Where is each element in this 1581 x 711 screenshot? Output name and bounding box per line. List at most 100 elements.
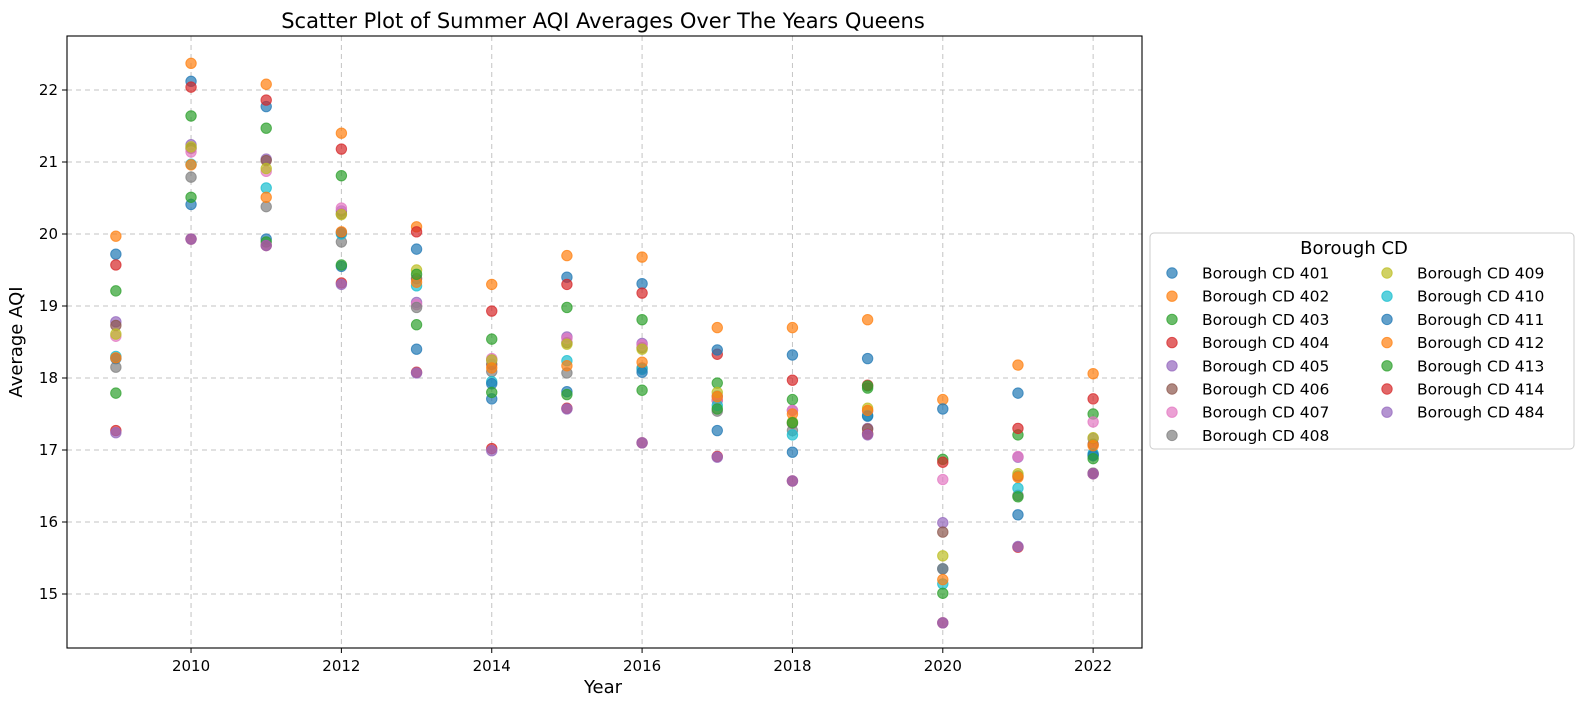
x-tick-label: 2016 bbox=[623, 657, 661, 675]
scatter-point bbox=[561, 278, 573, 291]
legend-marker bbox=[1381, 313, 1393, 326]
scatter-point bbox=[110, 387, 122, 399]
legend-marker bbox=[1166, 267, 1178, 279]
scatter-point bbox=[1087, 416, 1099, 428]
legend-label: Borough CD 408 bbox=[1202, 427, 1329, 445]
y-tick-label: 18 bbox=[39, 369, 58, 387]
scatter-point bbox=[861, 404, 874, 417]
scatter-point bbox=[937, 563, 949, 575]
scatter-point bbox=[260, 239, 272, 252]
scatter-point bbox=[110, 427, 122, 439]
scatter-point bbox=[937, 403, 949, 415]
scatter-point bbox=[410, 319, 423, 331]
legend: Borough CD Borough CD 401 Borough CD 402 B… bbox=[1149, 232, 1575, 450]
scatter-point bbox=[1087, 439, 1099, 452]
legend-marker bbox=[1166, 313, 1178, 326]
scatter-point bbox=[335, 143, 348, 155]
scatter-point bbox=[561, 249, 573, 262]
scatter-point bbox=[1012, 540, 1024, 553]
scatter-point bbox=[110, 259, 122, 271]
scatter-point bbox=[410, 343, 423, 355]
scatter-point bbox=[711, 391, 723, 403]
y-tick-label: 19 bbox=[39, 297, 58, 315]
scatter-point bbox=[861, 429, 874, 441]
scatter-point bbox=[260, 122, 272, 134]
scatter-point bbox=[786, 393, 799, 406]
x-tick-label: 2018 bbox=[773, 657, 811, 675]
scatter-point bbox=[636, 384, 648, 396]
legend-marker bbox=[1381, 383, 1393, 395]
scatter-point bbox=[937, 473, 949, 486]
chart-title: Scatter Plot of Summer AQI Averages Over… bbox=[281, 9, 925, 33]
y-tick-label: 21 bbox=[39, 153, 58, 171]
scatter-point bbox=[335, 169, 348, 182]
y-tick-label: 20 bbox=[39, 225, 58, 243]
legend-label: Borough CD 414 bbox=[1417, 381, 1544, 399]
scatter-point bbox=[185, 81, 197, 93]
scatter-point bbox=[335, 259, 348, 271]
scatter-point bbox=[636, 356, 648, 368]
scatter-point bbox=[786, 475, 799, 487]
scatter-point bbox=[636, 437, 648, 449]
scatter-point bbox=[486, 278, 498, 291]
scatter-point bbox=[486, 305, 498, 317]
scatter-point bbox=[561, 301, 573, 314]
scatter-point bbox=[1012, 491, 1024, 503]
x-axis-ticks: 2010 2012 2014 2016 2018 2020 2022 bbox=[172, 648, 1112, 675]
scatter-point bbox=[786, 349, 799, 361]
scatter-point bbox=[260, 191, 272, 203]
legend-label: Borough CD 405 bbox=[1202, 357, 1329, 375]
scatter-point bbox=[1012, 387, 1024, 399]
scatter-point bbox=[185, 233, 197, 245]
scatter-point bbox=[636, 287, 648, 299]
x-tick-label: 2010 bbox=[172, 657, 210, 675]
x-tick-label: 2022 bbox=[1074, 657, 1112, 675]
legend-marker bbox=[1166, 290, 1178, 302]
scatter-point bbox=[861, 352, 874, 365]
scatter-point bbox=[1087, 367, 1099, 380]
scatter-point bbox=[335, 226, 348, 238]
scatter-point bbox=[335, 278, 348, 291]
scatter-point bbox=[636, 313, 648, 326]
legend-title: Borough CD bbox=[1300, 238, 1408, 259]
scatter-point bbox=[861, 313, 874, 326]
scatter-point bbox=[561, 360, 573, 372]
scatter-point bbox=[786, 321, 799, 334]
scatter-point bbox=[1012, 422, 1024, 435]
scatter-point bbox=[110, 285, 122, 297]
grid-lines bbox=[67, 36, 1142, 648]
scatter-point bbox=[486, 386, 498, 399]
scatter-point bbox=[185, 191, 197, 203]
y-axis-ticks: 15 16 17 18 19 20 21 22 bbox=[39, 81, 67, 603]
scatter-point bbox=[937, 456, 949, 468]
legend-marker bbox=[1166, 336, 1178, 349]
legend-label: Borough CD 412 bbox=[1417, 334, 1544, 352]
legend-marker bbox=[1166, 406, 1178, 418]
legend-label: Borough CD 409 bbox=[1417, 265, 1544, 283]
legend-marker bbox=[1166, 360, 1178, 372]
x-tick-label: 2012 bbox=[322, 657, 360, 675]
scatter-point bbox=[561, 338, 573, 350]
scatter-point bbox=[786, 374, 799, 386]
scatter-point bbox=[185, 141, 197, 153]
legend-label: Borough CD 404 bbox=[1202, 334, 1329, 352]
scatter-point bbox=[861, 380, 874, 392]
scatter-point bbox=[410, 367, 423, 379]
scatter-point bbox=[937, 573, 949, 586]
scatter-point bbox=[335, 127, 348, 139]
scatter-point bbox=[260, 182, 272, 194]
legend-label: Borough CD 402 bbox=[1202, 288, 1329, 306]
scatter-point bbox=[937, 550, 949, 562]
legend-label: Borough CD 401 bbox=[1202, 265, 1329, 283]
y-tick-label: 17 bbox=[39, 441, 58, 459]
scatter-point bbox=[335, 208, 348, 221]
scatter-point bbox=[260, 162, 272, 175]
y-tick-label: 15 bbox=[39, 585, 58, 603]
scatter-point bbox=[1012, 471, 1024, 484]
scatter-point bbox=[937, 517, 949, 529]
scatter-point bbox=[711, 403, 723, 415]
scatter-point bbox=[711, 377, 723, 389]
legend-marker bbox=[1381, 267, 1393, 279]
legend-marker bbox=[1381, 360, 1393, 372]
